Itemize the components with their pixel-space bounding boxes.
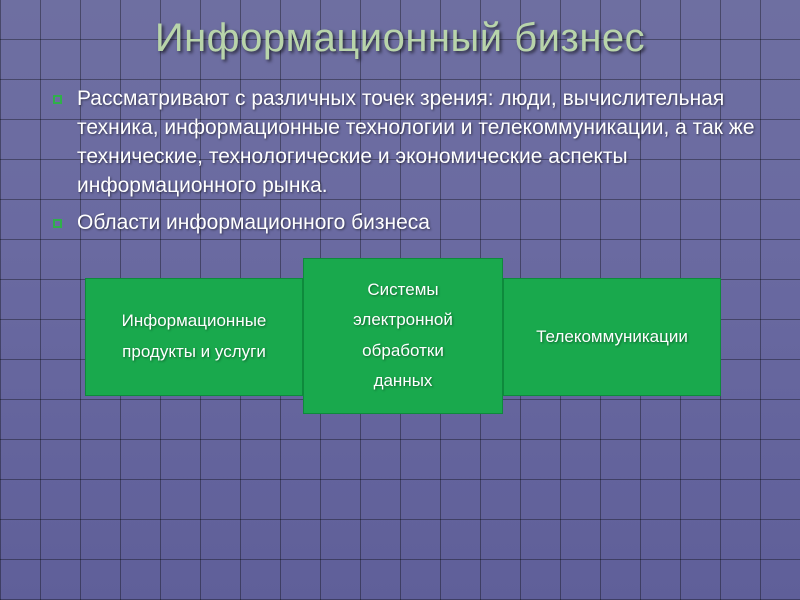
slide-title: Информационный бизнес — [45, 16, 755, 61]
box-line: обработки — [362, 336, 444, 367]
slide: Информационный бизнес Рассматривают с ра… — [0, 0, 800, 600]
box-telecom: Телекоммуникации — [503, 278, 721, 396]
slide-body: Рассматривают с различных точек зрения: … — [45, 85, 755, 414]
bullet-item: Области информационного бизнеса — [51, 209, 755, 238]
box-line: Информационные — [122, 306, 267, 337]
bullet-list: Рассматривают с различных точек зрения: … — [51, 85, 755, 238]
bullet-item: Рассматривают с различных точек зрения: … — [51, 85, 755, 201]
box-line: электронной — [353, 305, 453, 336]
box-line: продукты и услуги — [122, 337, 266, 368]
box-info-products: Информационные продукты и услуги — [85, 278, 303, 396]
box-line: Телекоммуникации — [536, 322, 688, 353]
boxes-row: Информационные продукты и услуги Системы… — [51, 258, 755, 414]
box-data-processing: Системы электронной обработки данных — [303, 258, 503, 414]
box-line: Системы — [367, 275, 438, 306]
box-line: данных — [374, 366, 433, 397]
